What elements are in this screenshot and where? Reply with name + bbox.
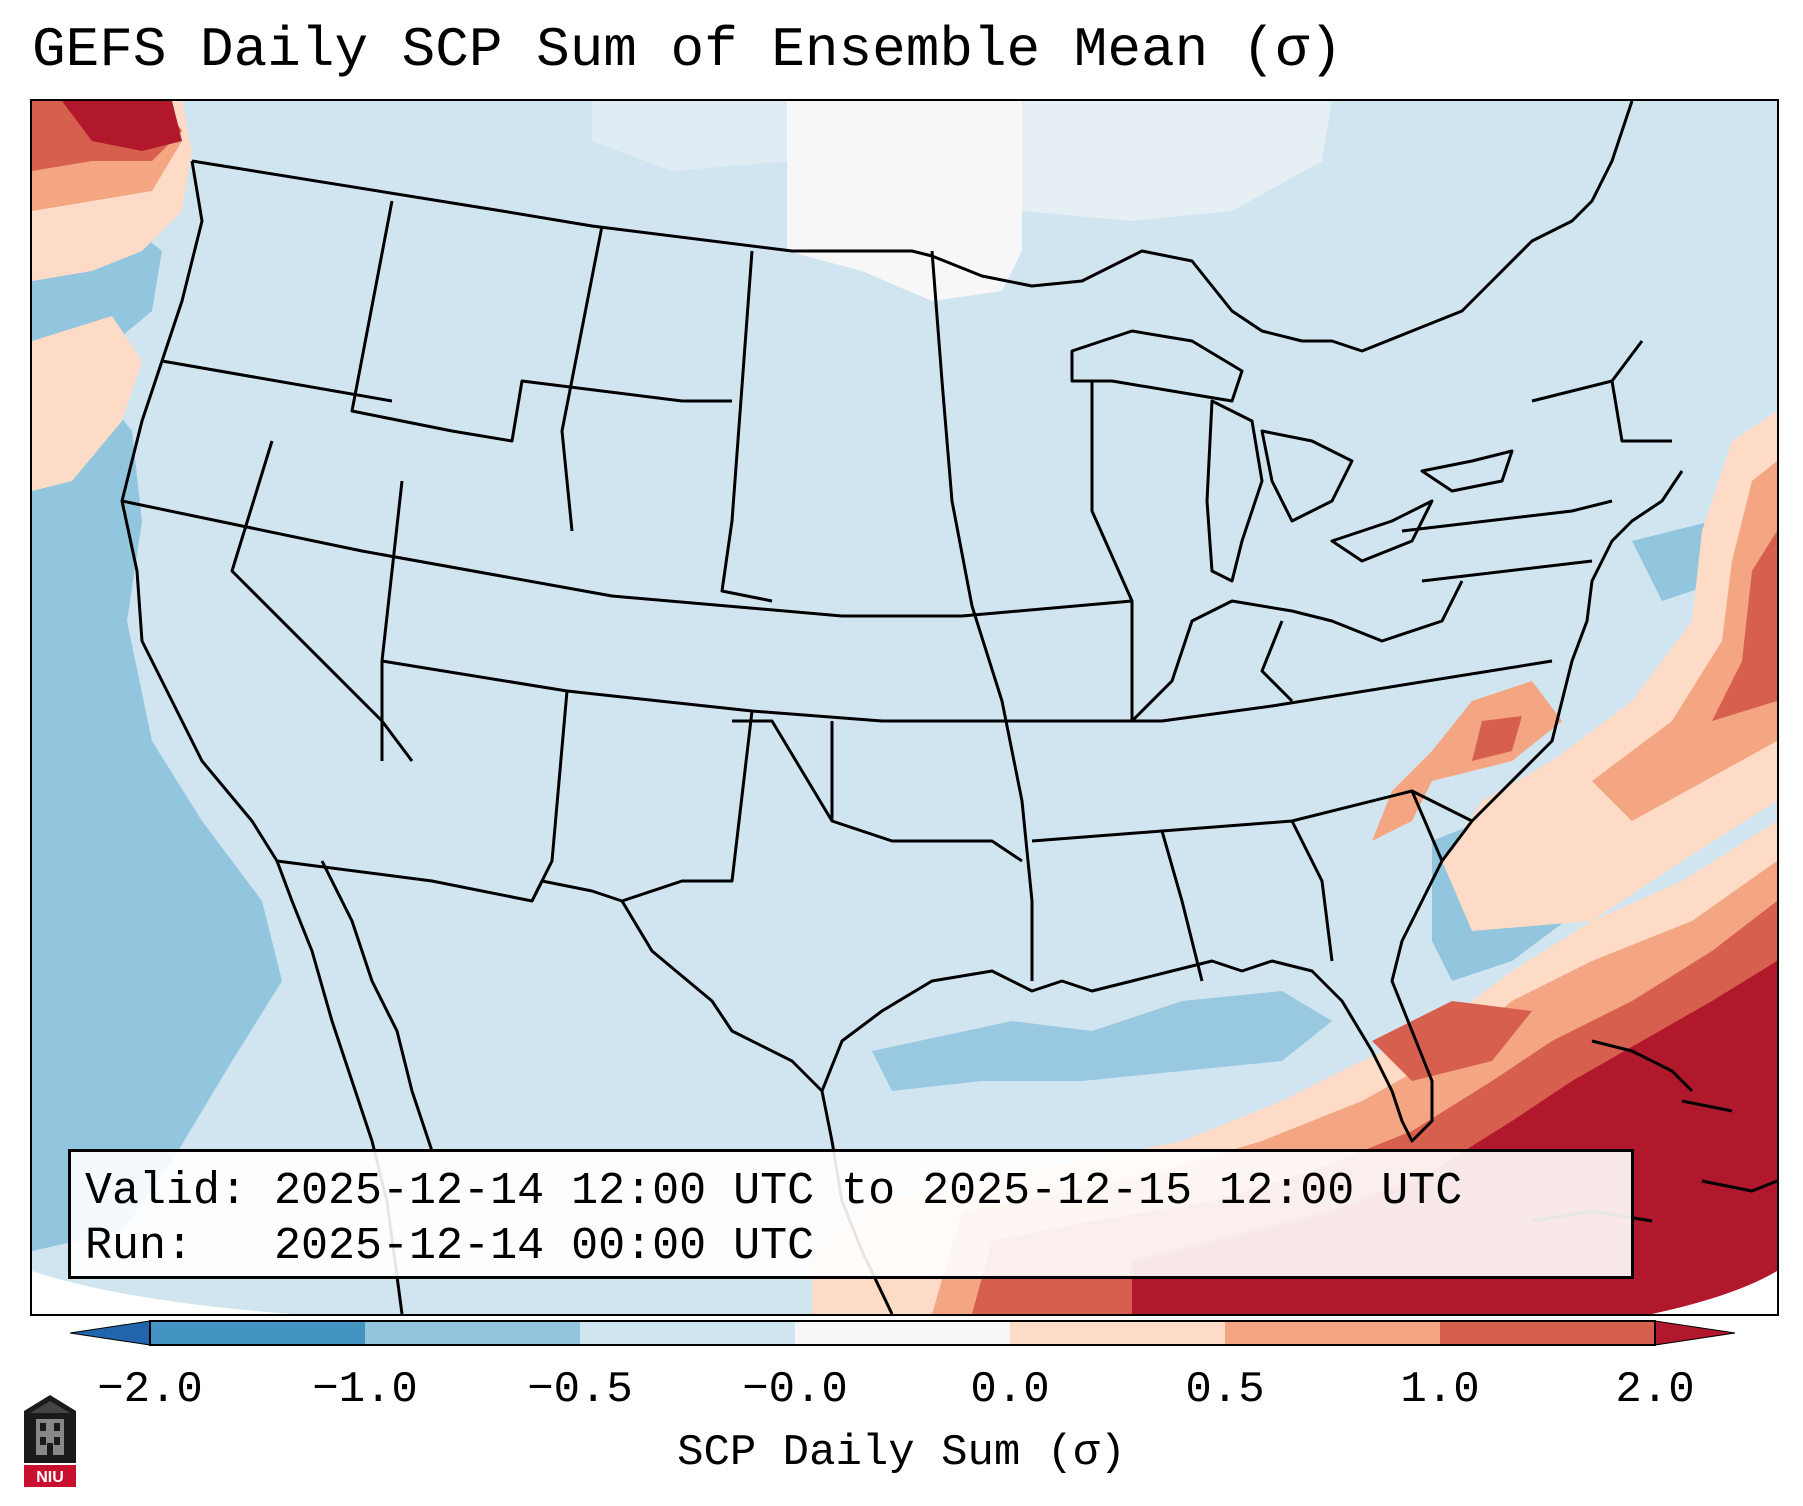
valid-time-text: Valid: 2025-12-14 12:00 UTC to 2025-12-1… [85,1166,1463,1217]
colorbar-segment-3 [580,1321,795,1345]
colorbar-tick: 0.0 [970,1365,1050,1415]
colorbar-segment-6 [1225,1321,1440,1345]
logo-text: NIU [36,1469,64,1486]
colorbar-extend-high [1654,1320,1736,1346]
colorbar-segment-4 [795,1321,1010,1345]
scp-map [32,101,1777,1314]
shading-field [32,101,1777,1314]
colorbar-segment-7 [1440,1321,1655,1345]
colorbar-tick: −0.0 [742,1365,848,1415]
valid-run-info-box: Valid: 2025-12-14 12:00 UTC to 2025-12-1… [68,1149,1634,1279]
colorbar-segment-5 [1010,1321,1225,1345]
colorbar-extend-low [70,1320,151,1346]
map-panel [30,99,1779,1316]
colorbar [70,1320,1736,1346]
colorbar-tick: −1.0 [312,1365,418,1415]
map-title: GEFS Daily SCP Sum of Ensemble Mean (σ) [32,18,1343,82]
run-time-text: Run: 2025-12-14 00:00 UTC [85,1221,815,1272]
colorbar-tick: −2.0 [97,1365,203,1415]
colorbar-segment-1 [150,1321,365,1345]
colorbar-tick: 2.0 [1615,1365,1695,1415]
boundaries [120,101,1777,1314]
colorbar-segment-2 [365,1321,580,1345]
colorbar-label: SCP Daily Sum (σ) [677,1428,1126,1478]
colorbar-tick: 1.0 [1400,1365,1480,1415]
colorbar-tick: 0.5 [1185,1365,1265,1415]
niu-logo: NIU [24,1395,76,1487]
colorbar-tick: −0.5 [527,1365,633,1415]
